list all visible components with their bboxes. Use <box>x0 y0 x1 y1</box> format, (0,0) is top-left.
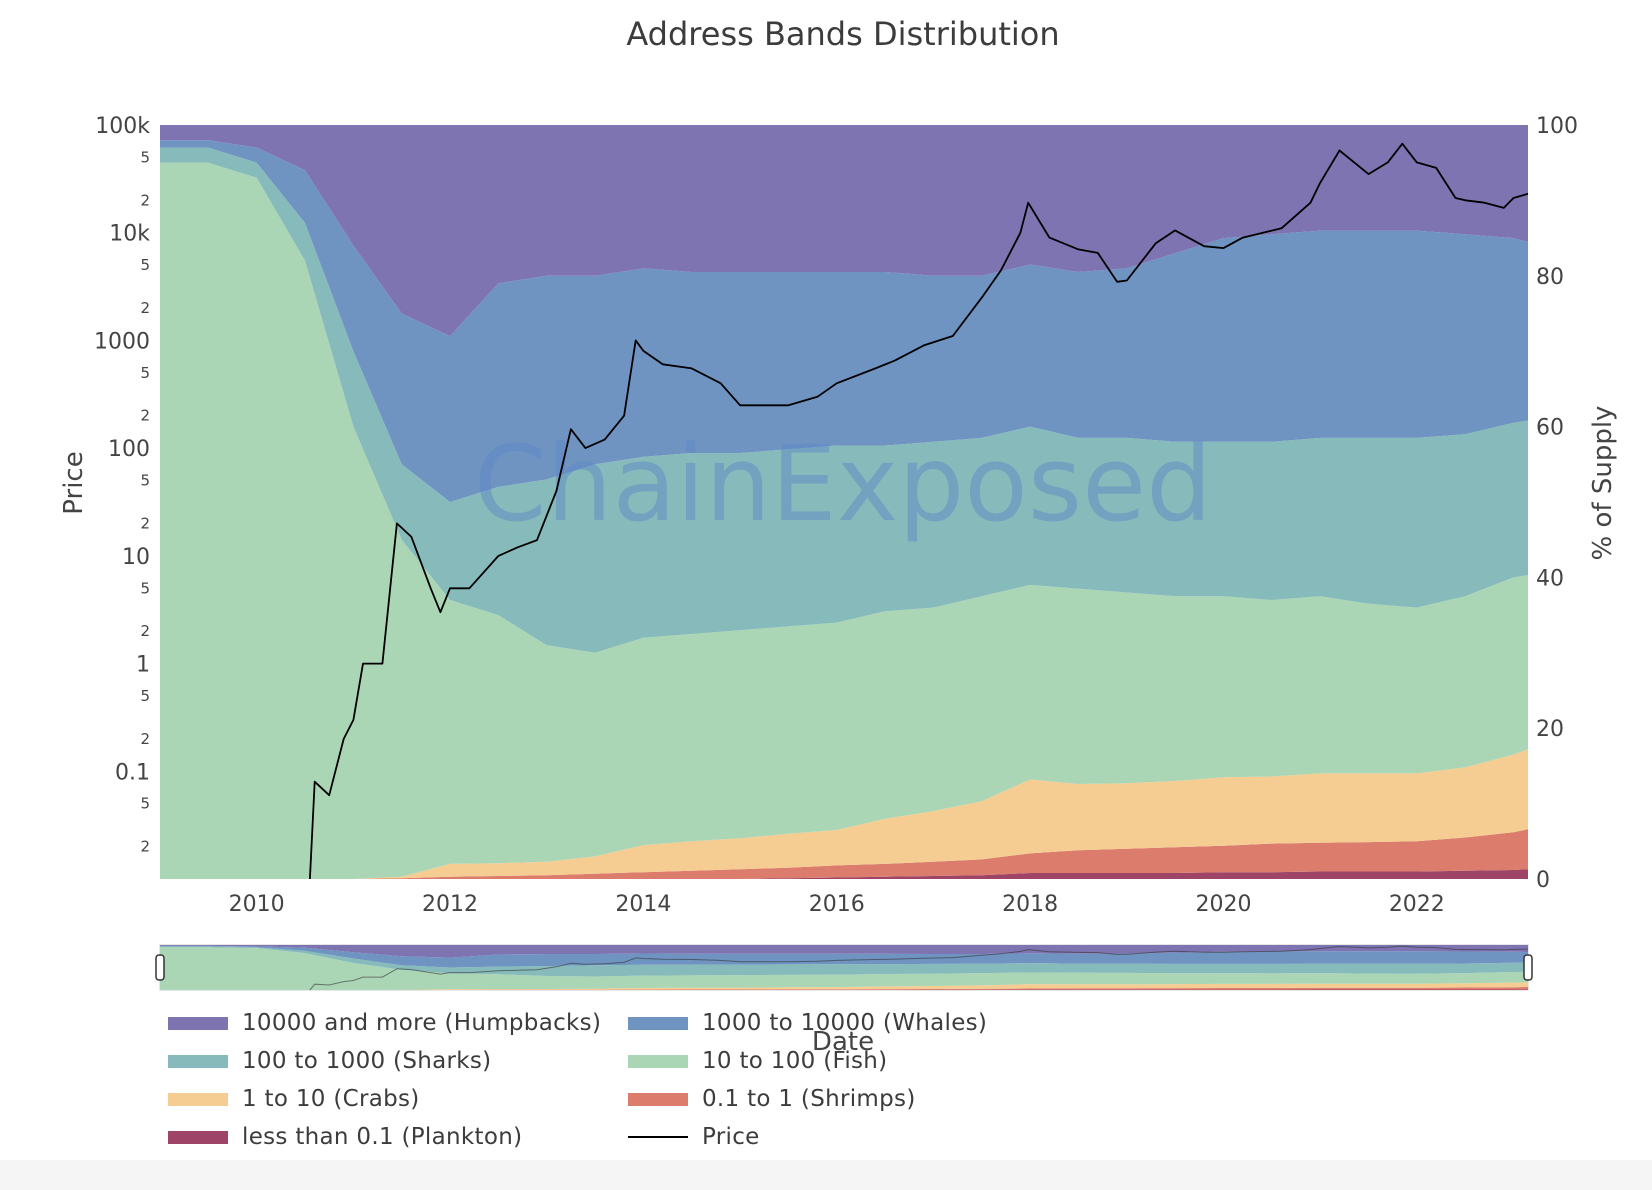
left-minor-tick-label: 2 <box>140 514 150 532</box>
left-minor-tick-label: 2 <box>140 622 150 640</box>
left-minor-tick-label: 5 <box>140 472 150 490</box>
chart-title: Address Bands Distribution <box>626 15 1059 53</box>
plot-area[interactable] <box>160 125 1528 879</box>
watermark: ChainExposed <box>474 423 1212 545</box>
right-tick-label: 80 <box>1536 265 1564 290</box>
right-tick-label: 0 <box>1536 868 1550 893</box>
right-tick-label: 20 <box>1536 717 1564 742</box>
range-slider-band-5 <box>160 945 1528 968</box>
right-tick-label: 100 <box>1536 114 1578 139</box>
right-tick-label: 60 <box>1536 416 1564 441</box>
price-line[interactable] <box>309 142 1529 880</box>
footer-bar <box>0 1160 1652 1190</box>
range-slider-band-3 <box>160 947 1528 990</box>
legend-swatch <box>168 1054 228 1068</box>
range-slider-price-line <box>309 945 1529 991</box>
area-band-5[interactable] <box>160 140 1528 502</box>
left-minor-tick-label: 5 <box>140 579 150 597</box>
range-slider-band-1 <box>160 987 1528 990</box>
x-axis: 2010 2012 2014 2016 2018 2020 2022 <box>229 892 1445 917</box>
left-minor-tick-label: 2 <box>140 730 150 748</box>
x-axis-title: Date <box>812 1027 874 1057</box>
left-minor-tick-label: 5 <box>140 795 150 813</box>
area-band-0[interactable] <box>160 869 1528 879</box>
legend-swatch <box>168 1130 228 1144</box>
x-tick-label: 2018 <box>1002 892 1058 917</box>
legend-item[interactable]: 100 to 1000 (Sharks) <box>168 1046 491 1076</box>
left-minor-tick-label: 2 <box>140 191 150 209</box>
legend-label: Price <box>702 1124 760 1150</box>
area-band-6[interactable] <box>160 125 1528 337</box>
range-slider-band-2 <box>160 982 1528 990</box>
legend-label: 10000 and more (Humpbacks) <box>242 1010 602 1036</box>
right-axis: 0 20 40 60 80 100 <box>1536 114 1578 893</box>
right-tick-label: 40 <box>1536 566 1564 591</box>
legend-item[interactable]: 0.1 to 1 (Shrimps) <box>628 1084 916 1114</box>
legend-label: 1 to 10 (Crabs) <box>242 1086 420 1112</box>
x-tick-label: 2010 <box>229 892 285 917</box>
left-minor-tick-label: 5 <box>140 364 150 382</box>
x-tick-label: 2014 <box>615 892 671 917</box>
legend-item[interactable]: Price <box>628 1122 760 1152</box>
range-slider-band-0 <box>160 989 1528 990</box>
legend-item[interactable]: less than 0.1 (Plankton) <box>168 1122 522 1152</box>
legend-item[interactable]: 1 to 10 (Crabs) <box>168 1084 420 1114</box>
legend-line-swatch <box>628 1136 688 1138</box>
legend-label: 0.1 to 1 (Shrimps) <box>702 1086 916 1112</box>
left-minor-tick-label: 5 <box>140 687 150 705</box>
left-tick-label: 1 <box>136 653 150 678</box>
legend-label: less than 0.1 (Plankton) <box>242 1124 523 1150</box>
left-tick-label: 0.1 <box>115 760 150 785</box>
left-minor-tick-label: 2 <box>140 407 150 425</box>
left-tick-label: 10 <box>122 545 150 570</box>
range-slider-right-handle[interactable] <box>1523 954 1533 981</box>
legend-label: 1000 to 10000 (Whales) <box>702 1010 988 1036</box>
legend-label: 100 to 1000 (Sharks) <box>242 1048 492 1074</box>
left-tick-label: 1000 <box>94 329 150 354</box>
legend-item[interactable]: 10 to 100 (Fish) <box>628 1046 887 1076</box>
left-tick-label: 100 <box>108 437 150 462</box>
legend-swatch <box>168 1016 228 1030</box>
area-band-1[interactable] <box>160 829 1528 879</box>
x-tick-label: 2022 <box>1389 892 1445 917</box>
range-slider[interactable] <box>155 944 1533 991</box>
legend-swatch <box>628 1054 688 1068</box>
legend-item[interactable]: 10000 and more (Humpbacks) <box>168 1008 601 1038</box>
right-axis-title: % of Supply <box>1588 406 1618 561</box>
legend-swatch <box>628 1092 688 1106</box>
area-band-2[interactable] <box>160 749 1528 879</box>
range-slider-band-6 <box>160 945 1528 958</box>
legend-label: 10 to 100 (Fish) <box>702 1048 888 1074</box>
left-axis: 0.1 1 10 100 1000 10k 100k 2 5 2 5 2 5 2 5 2 5 2 5 2 5 <box>94 114 150 856</box>
x-tick-label: 2012 <box>422 892 478 917</box>
left-minor-tick-label: 2 <box>140 838 150 856</box>
area-band-3[interactable] <box>160 162 1528 879</box>
x-tick-label: 2016 <box>809 892 865 917</box>
legend-item[interactable]: 1000 to 10000 (Whales) <box>628 1008 987 1038</box>
range-slider-left-handle[interactable] <box>155 954 165 981</box>
left-minor-tick-label: 5 <box>140 256 150 274</box>
range-slider-band-4 <box>160 946 1528 977</box>
left-minor-tick-label: 5 <box>140 148 150 166</box>
price-layer <box>309 142 1529 880</box>
legend-swatch <box>628 1016 688 1030</box>
x-tick-label: 2020 <box>1195 892 1251 917</box>
left-tick-label: 100k <box>95 114 150 139</box>
left-tick-label: 10k <box>109 222 150 247</box>
legend-swatch <box>168 1092 228 1106</box>
left-axis-title: Price <box>59 451 89 514</box>
left-minor-tick-label: 2 <box>140 299 150 317</box>
area-band-4[interactable] <box>160 147 1528 653</box>
